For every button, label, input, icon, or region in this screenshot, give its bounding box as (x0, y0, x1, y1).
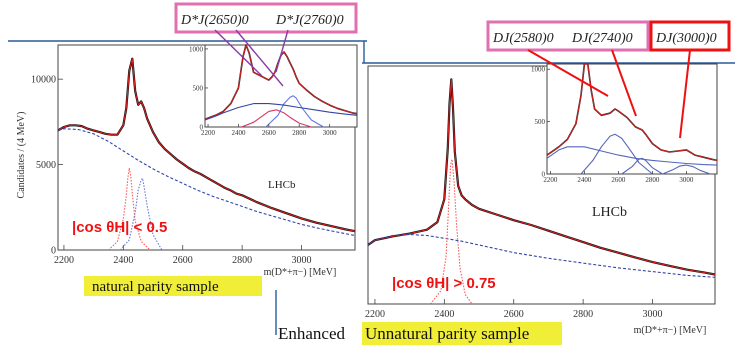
annotation-label: DJ(2740)0 (571, 31, 633, 46)
x-tick-label: 2200 (365, 309, 385, 320)
x-tick-label: 2600 (504, 309, 524, 320)
annotation-label: DJ(2580)0 (492, 31, 554, 46)
y-tick-label: 0 (200, 124, 204, 132)
series-line-dj-3000- (662, 164, 711, 175)
lhcb-watermark: LHCb (592, 205, 627, 220)
annotation-label: D*J(2650)0 (180, 13, 249, 28)
y-tick-label: 1000 (531, 66, 546, 74)
y-tick-label: 0 (51, 246, 56, 257)
x-tick-label: 2400 (231, 129, 246, 137)
selection-label: |cos θH| > 0.75 (392, 275, 496, 292)
pointer-line (527, 49, 609, 97)
annotation-box (486, 20, 650, 52)
series-line-background (367, 233, 716, 278)
y-axis-label: Candidates / (4 MeV) (16, 112, 27, 199)
x-axis-label: m(D*+π−) [MeV] (634, 325, 707, 336)
x-tick-label: 2400 (577, 176, 592, 184)
caption-prefix: Enhanced (278, 324, 346, 343)
series-line-d2-2460- (119, 177, 163, 251)
x-tick-labels: 2200 2400 2600 2800 3000 (543, 171, 694, 184)
x-tick-label: 2800 (232, 255, 252, 266)
series-line-dj-2740- (621, 157, 663, 175)
y-tick-labels: 0 500 1000 (189, 45, 208, 132)
series-layer (367, 78, 716, 305)
sample-highlight (84, 276, 262, 296)
y-tick-labels: 0 5000 10000 (31, 75, 63, 257)
series-line-dj-2580- (580, 133, 653, 175)
plot-frame (204, 44, 358, 128)
pointer-line (679, 49, 691, 139)
x-tick-label: 2800 (645, 176, 660, 184)
plot-frame (546, 63, 718, 175)
x-axis-label: m(D*+π−) [MeV] (264, 267, 337, 278)
y-tick-labels: 0 500 1000 (531, 66, 550, 179)
x-tick-labels: 2200 2400 2600 2800 3000 (201, 124, 337, 137)
series-line-background (57, 128, 356, 237)
x-tick-label: 2600 (611, 176, 626, 184)
x-tick-label: 2200 (54, 255, 74, 266)
pointer-line (275, 29, 289, 73)
sample-label: Unnatural parity sample (365, 324, 529, 343)
x-tick-label: 3000 (323, 129, 338, 137)
x-tick-label: 2600 (262, 129, 277, 137)
series-line-background (204, 103, 358, 121)
annotation-box (174, 2, 358, 34)
lhcb-watermark: LHCb (268, 179, 296, 191)
series-line-d1-2420- (108, 167, 151, 251)
annotation-label: DJ(3000)0 (655, 31, 717, 46)
x-tick-label: 2400 (113, 255, 133, 266)
y-tick-label: 10000 (31, 75, 56, 86)
x-tick-labels: 2200 2400 2600 2800 3000 (365, 299, 663, 320)
series-line-background (546, 146, 718, 166)
x-tick-labels: 2200 2400 2600 2800 3000 (54, 245, 312, 266)
y-tick-label: 500 (535, 118, 546, 126)
x-tick-label: 2800 (292, 129, 307, 137)
y-tick-label: 1000 (189, 45, 204, 53)
x-tick-label: 3000 (679, 176, 694, 184)
x-tick-label: 2400 (434, 309, 454, 320)
series-layer (204, 44, 358, 128)
x-tick-label: 3000 (292, 255, 312, 266)
series-line-d1-2420- (430, 158, 473, 305)
series-line-total-fit (546, 63, 718, 161)
pointer-line (235, 29, 284, 87)
y-tick-label: 0 (542, 171, 546, 179)
left-inset-chart: 2200 2400 2600 2800 3000 0 500 1000 D*J(2650)0… (174, 2, 358, 137)
selection-label: |cos θH| < 0.5 (72, 219, 167, 236)
series-line-total-fit (367, 78, 716, 275)
annotation-label: D*J(2760)0 (275, 13, 344, 28)
y-tick-label: 5000 (36, 160, 56, 171)
x-tick-label: 2600 (173, 255, 193, 266)
series-line-d-j-2760- (265, 95, 324, 128)
series-line-total-fit (57, 58, 356, 232)
pointer-line (214, 29, 263, 77)
sample-highlight (362, 322, 562, 345)
series-layer (57, 57, 356, 251)
x-tick-label: 2200 (543, 176, 558, 184)
series-layer (546, 63, 718, 175)
x-tick-label: 2800 (573, 309, 593, 320)
series-line-d-j-2650- (241, 109, 312, 128)
x-tick-label: 2200 (201, 129, 216, 137)
x-tick-label: 3000 (643, 309, 663, 320)
sample-label: natural parity sample (92, 279, 219, 295)
pointer-line (611, 49, 637, 117)
y-tick-label: 500 (193, 84, 204, 92)
